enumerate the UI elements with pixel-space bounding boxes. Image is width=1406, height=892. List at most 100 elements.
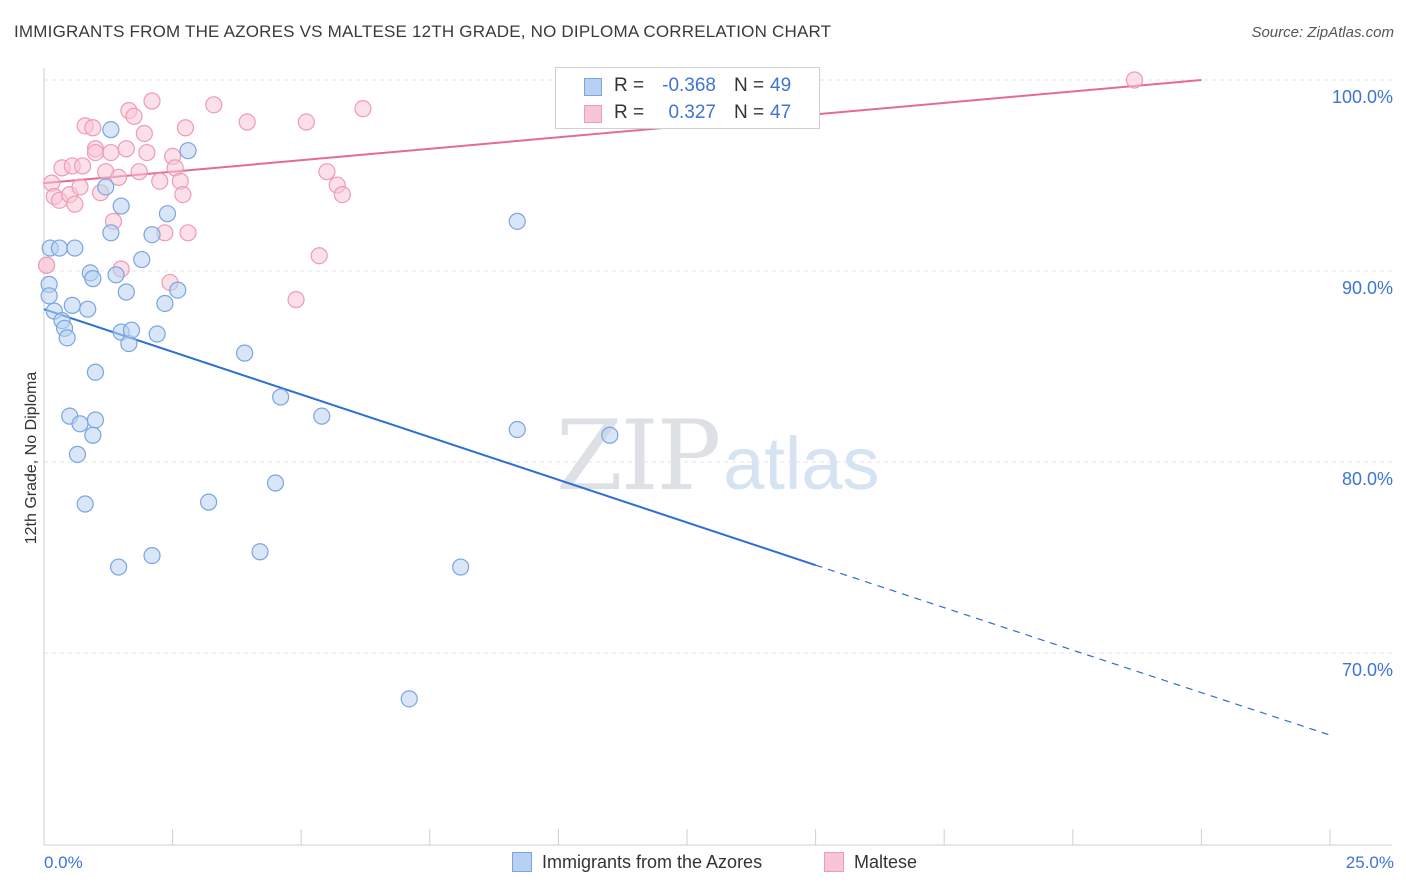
maltese-legend-label: Maltese bbox=[854, 852, 918, 872]
legend-item-azores: Immigrants from the Azores bbox=[512, 852, 762, 873]
maltese-point bbox=[1125, 71, 1144, 89]
maltese-point bbox=[176, 119, 195, 137]
y-tick-labels: 70.0% 80.0% 90.0% 100.0% bbox=[1332, 87, 1393, 680]
azores-point bbox=[169, 281, 187, 299]
maltese-point bbox=[151, 172, 169, 190]
maltese-point bbox=[143, 92, 161, 110]
y-tick-label: 80.0% bbox=[1342, 469, 1393, 489]
y-tick-label: 100.0% bbox=[1332, 87, 1393, 107]
maltese-point bbox=[174, 186, 192, 204]
maltese-point bbox=[333, 186, 351, 204]
n-value: 47 bbox=[770, 102, 792, 123]
azores-point bbox=[236, 344, 254, 362]
source-label: Source: ZipAtlas.com bbox=[1251, 24, 1394, 41]
y-tick-label: 70.0% bbox=[1342, 660, 1393, 680]
azores-point bbox=[102, 121, 120, 139]
maltese-point bbox=[125, 107, 143, 125]
maltese-legend-swatch bbox=[824, 852, 844, 872]
azores-point bbox=[76, 495, 94, 513]
azores-point bbox=[143, 226, 161, 244]
maltese-point bbox=[205, 96, 223, 114]
maltese-point bbox=[310, 247, 328, 265]
maltese-point bbox=[297, 113, 315, 131]
r-value: -0.368 bbox=[662, 75, 716, 96]
azores-point bbox=[109, 558, 128, 576]
azores-point bbox=[86, 411, 105, 429]
axes bbox=[43, 68, 1392, 846]
azores-point bbox=[40, 287, 58, 305]
azores-point bbox=[266, 474, 285, 492]
maltese-point bbox=[109, 168, 128, 187]
azores-point bbox=[84, 426, 102, 444]
azores-point bbox=[97, 178, 115, 196]
azores-point bbox=[112, 197, 130, 215]
chart-title: IMMIGRANTS FROM THE AZORES VS MALTESE 12… bbox=[14, 22, 832, 41]
x-tick-label-min: 0.0% bbox=[44, 853, 83, 872]
azores-legend-swatch bbox=[512, 852, 532, 872]
n-value: 49 bbox=[770, 75, 792, 96]
maltese-point bbox=[117, 140, 135, 158]
azores-point bbox=[452, 558, 470, 576]
azores-point bbox=[84, 270, 102, 288]
maltese-point bbox=[179, 224, 197, 242]
maltese-point bbox=[102, 143, 120, 162]
maltese-point bbox=[86, 143, 105, 162]
azores-point bbox=[71, 415, 89, 433]
maltese-point bbox=[287, 291, 305, 309]
n-label: N = bbox=[734, 75, 765, 96]
maltese-point bbox=[138, 143, 156, 162]
maltese-points bbox=[37, 71, 1144, 309]
azores-point bbox=[86, 363, 105, 381]
azores-point bbox=[272, 388, 290, 406]
r-value: 0.327 bbox=[668, 102, 716, 123]
azores-point bbox=[179, 142, 197, 160]
r-label: R = bbox=[614, 75, 645, 96]
y-tick-label: 90.0% bbox=[1342, 278, 1393, 298]
azores-point bbox=[400, 690, 418, 708]
x-tick-label-max: 25.0% bbox=[1345, 853, 1394, 872]
azores-points bbox=[40, 121, 619, 708]
r-label: R = bbox=[614, 102, 645, 123]
azores-trend bbox=[43, 308, 1331, 736]
azores-point bbox=[79, 300, 97, 318]
maltese-point bbox=[37, 256, 56, 274]
azores-point bbox=[143, 546, 161, 565]
azores-point bbox=[133, 250, 151, 269]
correlation-legend: R = -0.368 N = 49 R = 0.327 N = 47 bbox=[555, 67, 820, 129]
maltese-point bbox=[84, 119, 102, 137]
azores-point bbox=[601, 426, 619, 444]
n-label: N = bbox=[734, 102, 765, 123]
azores-point bbox=[117, 283, 135, 301]
azores-point bbox=[313, 407, 331, 425]
azores-point bbox=[50, 239, 69, 257]
maltese-point bbox=[66, 195, 84, 213]
maltese-point bbox=[135, 124, 153, 143]
maltese-point bbox=[71, 178, 89, 196]
azores-point bbox=[508, 420, 526, 439]
azores-point bbox=[508, 212, 526, 230]
azores-point bbox=[107, 266, 125, 284]
maltese-point bbox=[354, 100, 372, 118]
azores-point bbox=[102, 224, 120, 242]
maltese-point bbox=[318, 163, 336, 181]
maltese-point bbox=[130, 163, 148, 181]
azores-point bbox=[66, 239, 84, 257]
azores-point bbox=[156, 294, 174, 313]
maltese-trend bbox=[43, 79, 1202, 185]
y-axis-label: 12th Grade, No Diploma bbox=[23, 371, 40, 545]
azores-point bbox=[200, 493, 218, 511]
azores-point bbox=[158, 205, 177, 223]
maltese-trend-line bbox=[43, 79, 1202, 185]
azores-point bbox=[148, 325, 166, 343]
maltese-swatch bbox=[584, 105, 602, 123]
maltese-point bbox=[238, 113, 256, 131]
azores-point bbox=[122, 321, 141, 339]
azores-legend-label: Immigrants from the Azores bbox=[542, 852, 763, 872]
azores-point bbox=[63, 296, 81, 314]
azores-point bbox=[251, 543, 269, 561]
azores-point bbox=[68, 445, 87, 463]
azores-trend-line bbox=[43, 308, 816, 567]
azores-trend-extension bbox=[815, 564, 1331, 736]
maltese-point bbox=[73, 157, 92, 175]
